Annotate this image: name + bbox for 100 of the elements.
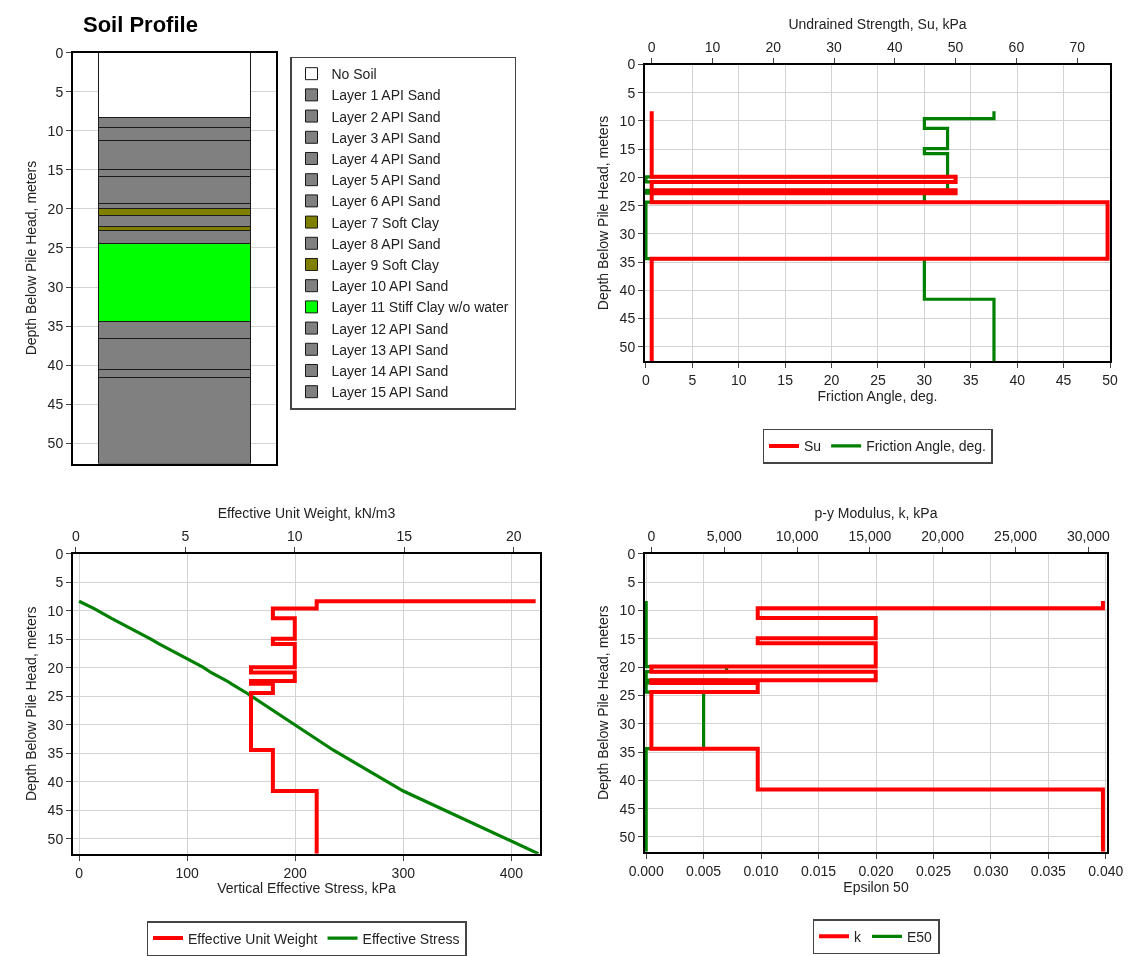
y-tick-label: 35 <box>47 745 64 762</box>
y-tick-label: 45 <box>47 802 64 819</box>
legend-label: Layer 13 API Sand <box>331 341 449 358</box>
x-tick-label: 0.040 <box>1088 862 1124 879</box>
y-tick-label: 25 <box>47 688 64 705</box>
x-tick-label: 0.025 <box>915 862 952 879</box>
x2-tick-label: 5,000 <box>706 528 742 545</box>
y-tick-label: 45 <box>47 396 64 413</box>
x-axis-title: Epsilon 50 <box>843 878 909 895</box>
y-tick-label: 15 <box>47 631 64 648</box>
y-tick-label: 15 <box>619 630 636 647</box>
y-tick-label: 20 <box>619 169 636 186</box>
legend-label: No Soil <box>331 66 377 83</box>
y-tick-label: 20 <box>47 200 64 217</box>
legend-label: Layer 2 API Sand <box>331 108 441 125</box>
y-tick-label: 45 <box>619 800 636 817</box>
x2-axis-title: Undrained Strength, Su, kPa <box>788 16 967 33</box>
y-tick-label: 5 <box>627 574 636 591</box>
y-tick-label: 20 <box>619 659 636 676</box>
y-tick-label: 50 <box>47 435 64 452</box>
legend-label: Layer 3 API Sand <box>331 129 441 146</box>
y-tick-label: 0 <box>627 545 636 562</box>
x-tick-label: 0.015 <box>801 862 837 879</box>
x2-tick-label: 5 <box>181 528 190 545</box>
y-axis-title: Depth Below Pile Head, meters <box>594 605 611 801</box>
y-tick-label: 25 <box>47 239 64 256</box>
x2-tick-label: 25,000 <box>994 528 1038 545</box>
y-tick-label: 5 <box>627 84 636 101</box>
y-axis-title: Depth Below Pile Head, meters <box>22 606 39 802</box>
y-tick-label: 5 <box>55 83 64 100</box>
x2-tick-label: 30,000 <box>1066 528 1110 545</box>
y-tick-label: 20 <box>47 659 64 676</box>
x2-tick-label: 10 <box>287 528 303 545</box>
y-tick-label: 30 <box>619 225 636 242</box>
y-tick-label: 35 <box>47 317 64 334</box>
x-tick-label: 0.005 <box>686 862 722 879</box>
y-tick-label: 25 <box>619 687 636 704</box>
y-tick-label: 40 <box>47 773 64 790</box>
x2-tick-label: 0 <box>71 528 80 545</box>
x-tick-label: 0 <box>75 864 84 881</box>
x2-tick-label: 20,000 <box>921 528 965 545</box>
x-tick-label: 0.020 <box>858 862 894 879</box>
legend-label: Friction Angle, deg. <box>866 438 986 455</box>
x2-axis-title: p-y Modulus, k, kPa <box>814 505 938 522</box>
legend-label: Effective Unit Weight <box>188 930 318 947</box>
legend-label: Layer 11 Stiff Clay w/o water <box>331 299 509 316</box>
x2-tick-label: 20 <box>765 38 782 55</box>
x2-tick-label: 10 <box>704 38 721 55</box>
legend-label: Su <box>804 438 822 455</box>
x-tick-label: 35 <box>962 372 979 389</box>
y-tick-label: 50 <box>619 828 636 845</box>
legend-label: Layer 5 API Sand <box>331 172 441 189</box>
x-tick-label: 10 <box>730 372 747 389</box>
x2-tick-label: 15,000 <box>848 528 892 545</box>
y-tick-label: 30 <box>47 716 64 733</box>
y-tick-label: 50 <box>619 338 636 355</box>
y-tick-label: 30 <box>619 715 636 732</box>
y-axis-title: Depth Below Pile Head, meters <box>594 115 611 311</box>
legend-label: Layer 15 API Sand <box>331 384 449 401</box>
legend-label: Layer 1 API Sand <box>331 87 441 104</box>
y-tick-label: 10 <box>619 602 636 619</box>
x2-tick-label: 40 <box>887 38 903 55</box>
chart-title: Soil Profile <box>83 12 198 37</box>
y-tick-label: 0 <box>627 56 636 73</box>
y-tick-label: 15 <box>619 141 636 158</box>
x-tick-label: 45 <box>1055 372 1072 389</box>
y-tick-label: 15 <box>47 161 64 178</box>
x-tick-label: 15 <box>777 372 794 389</box>
y-tick-label: 25 <box>619 197 636 214</box>
line-series <box>77 599 540 854</box>
y-tick-label: 50 <box>47 830 64 847</box>
x-tick-label: 50 <box>1102 372 1118 389</box>
y-tick-label: 30 <box>47 278 64 295</box>
y-axis-title: Depth Below Pile Head, meters <box>22 160 39 356</box>
x2-tick-label: 50 <box>947 38 964 55</box>
x-tick-label: 5 <box>688 372 697 389</box>
legend-label: Layer 10 API Sand <box>331 278 449 295</box>
x-axis-title: Vertical Effective Stress, kPa <box>217 880 397 897</box>
y-tick-label: 5 <box>55 574 64 591</box>
x-tick-label: 100 <box>175 864 200 881</box>
x-tick-label: 25 <box>870 372 886 389</box>
x2-tick-label: 10,000 <box>775 528 819 545</box>
legend-label: Layer 7 Soft Clay <box>331 214 439 231</box>
y-tick-label: 10 <box>47 602 64 619</box>
legend-label: E50 <box>907 928 933 945</box>
y-tick-label: 10 <box>619 112 636 129</box>
x-tick-label: 200 <box>283 864 308 881</box>
y-tick-label: 45 <box>619 310 636 327</box>
x2-axis-title: Effective Unit Weight, kN/m3 <box>217 505 396 522</box>
x-tick-label: 20 <box>823 372 840 389</box>
x-tick-label: 300 <box>391 864 416 881</box>
y-tick-label: 40 <box>47 357 64 374</box>
y-tick-label: 10 <box>47 122 64 139</box>
y-tick-label: 40 <box>619 772 636 789</box>
x-tick-label: 400 <box>499 864 524 881</box>
y-tick-label: 0 <box>55 545 64 562</box>
x-tick-label: 0.010 <box>743 862 779 879</box>
legend-label: Layer 4 API Sand <box>331 150 441 167</box>
x2-tick-label: 20 <box>505 528 522 545</box>
x-tick-label: 0 <box>642 372 651 389</box>
